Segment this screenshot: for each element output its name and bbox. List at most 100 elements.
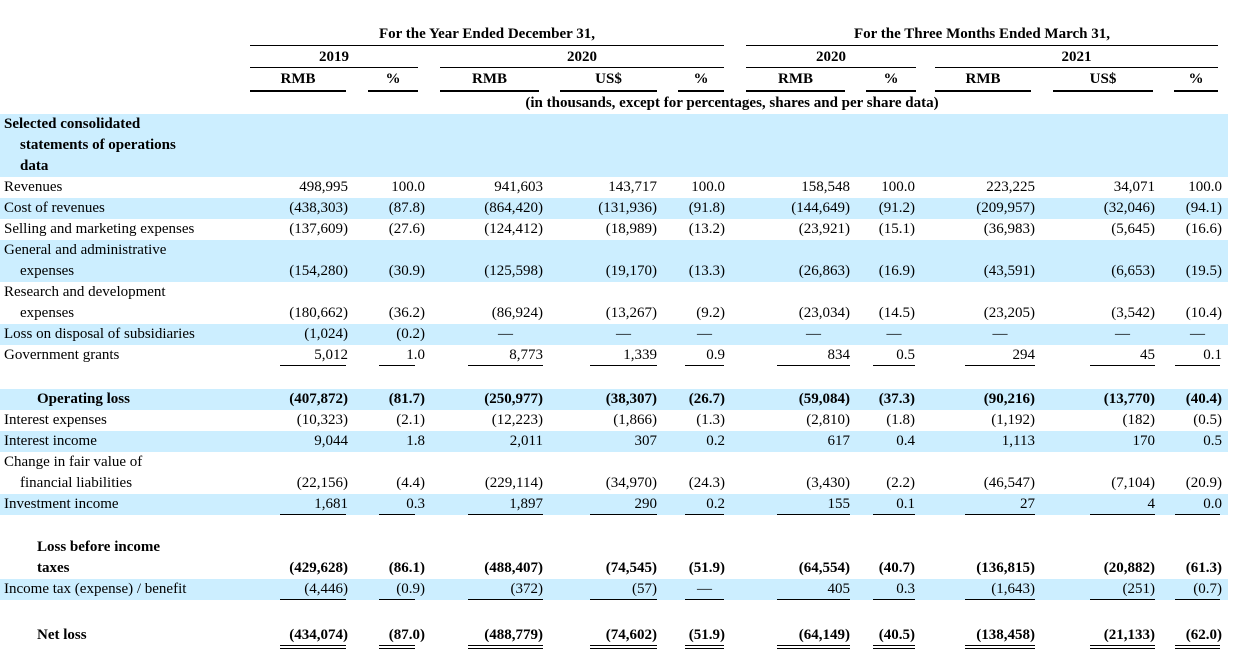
row-label: Interest expenses <box>4 412 107 428</box>
underline <box>685 514 724 515</box>
header-rule <box>440 67 724 68</box>
underline <box>590 514 657 515</box>
table-cell: (251) <box>1122 581 1156 597</box>
table-cell: 1,113 <box>1001 433 1035 449</box>
table-cell: (2.1) <box>396 412 425 428</box>
underline <box>777 599 850 600</box>
table-cell: 100.0 <box>881 179 915 195</box>
column-header-rule <box>935 90 1031 92</box>
year-header: 2020 <box>567 49 597 65</box>
table-cell: (144,649) <box>791 200 850 216</box>
header-rule <box>746 67 916 68</box>
year-header: 2020 <box>816 49 846 65</box>
table-cell: — <box>806 326 821 342</box>
year-group-header: For the Year Ended December 31, <box>378 26 596 42</box>
table-cell: 0.3 <box>406 496 425 512</box>
table-cell: (124,412) <box>484 221 543 237</box>
table-cell: (91.8) <box>688 200 725 216</box>
table-cell: (15.1) <box>878 221 915 237</box>
table-cell: 0.2 <box>706 496 725 512</box>
row-label: Operating loss <box>37 391 130 407</box>
table-cell: (94.1) <box>1185 200 1222 216</box>
table-cell: (13,770) <box>1103 391 1155 407</box>
table-cell: 34,071 <box>1113 179 1155 195</box>
column-header-rule <box>440 90 539 92</box>
table-cell: (1,192) <box>991 412 1035 428</box>
table-cell: (32,046) <box>1103 200 1155 216</box>
double-underline <box>1175 645 1220 649</box>
table-cell: (372) <box>510 581 544 597</box>
table-cell: 0.4 <box>896 433 915 449</box>
double-underline <box>965 645 1035 649</box>
table-cell: 158,548 <box>801 179 850 195</box>
table-cell: — <box>886 326 902 342</box>
table-cell: 0.0 <box>1203 496 1222 512</box>
table-cell: (182) <box>1122 412 1156 428</box>
quarter-group-header: For the Three Months Ended March 31, <box>854 26 1110 42</box>
table-cell: (64,554) <box>798 560 850 576</box>
column-header: US$ <box>595 71 622 87</box>
row-band <box>0 494 1228 515</box>
table-cell: 223,225 <box>986 179 1035 195</box>
table-cell: (0.7) <box>1193 581 1222 597</box>
column-header-rule <box>560 90 657 92</box>
table-cell: 100.0 <box>391 179 425 195</box>
underline <box>1090 365 1155 366</box>
underline <box>379 599 415 600</box>
table-cell: (864,420) <box>484 200 543 216</box>
table-cell: (9.2) <box>696 305 725 321</box>
table-cell: (43,591) <box>983 263 1035 279</box>
double-underline <box>280 645 346 649</box>
double-underline <box>873 645 915 649</box>
underline <box>873 365 915 366</box>
table-cell: 100.0 <box>1188 179 1222 195</box>
column-header: RMB <box>965 71 1001 87</box>
column-header-rule <box>746 90 845 92</box>
table-cell: (36,983) <box>983 221 1035 237</box>
table-cell: 0.3 <box>896 581 915 597</box>
table-cell: (21,133) <box>1103 627 1155 643</box>
row-label: Research and development <box>4 284 166 300</box>
column-header: % <box>693 71 709 87</box>
column-header-rule <box>1053 90 1153 92</box>
table-cell: — <box>697 581 712 597</box>
table-cell: (438,303) <box>289 200 348 216</box>
double-underline <box>777 645 850 649</box>
table-cell: 1,681 <box>314 496 348 512</box>
table-cell: (46,547) <box>983 475 1035 491</box>
table-cell: 0.2 <box>706 433 725 449</box>
row-band <box>0 324 1228 345</box>
table-cell: (13.2) <box>688 221 725 237</box>
table-cell: (91.2) <box>878 200 915 216</box>
table-cell: (26,863) <box>798 263 850 279</box>
table-cell: (74,545) <box>605 560 657 576</box>
table-cell: 0.9 <box>706 347 725 363</box>
table-cell: (10.4) <box>1185 305 1222 321</box>
table-cell: — <box>1190 326 1205 342</box>
row-band <box>0 579 1228 600</box>
table-cell: (13,267) <box>605 305 657 321</box>
row-label: expenses <box>20 263 75 279</box>
table-cell: (10,323) <box>296 412 348 428</box>
table-cell: (3,430) <box>806 475 850 491</box>
column-header: % <box>1188 71 1204 87</box>
table-cell: (229,114) <box>484 475 543 491</box>
table-cell: (19,170) <box>605 263 657 279</box>
row-band <box>0 198 1228 219</box>
table-cell: 290 <box>634 496 658 512</box>
table-cell: (23,921) <box>798 221 850 237</box>
section-title: statements of operations <box>20 137 176 153</box>
table-cell: 1.8 <box>406 433 425 449</box>
table-cell: (1.8) <box>886 412 915 428</box>
table-cell: (87.0) <box>388 627 425 643</box>
table-cell: (488,779) <box>484 627 543 643</box>
table-cell: 170 <box>1132 433 1156 449</box>
underline <box>1090 599 1155 600</box>
table-cell: (23,034) <box>798 305 850 321</box>
underline <box>777 514 850 515</box>
row-label: Investment income <box>4 496 119 512</box>
table-cell: — <box>1115 326 1130 342</box>
table-cell: (90,216) <box>983 391 1035 407</box>
table-cell: (2.2) <box>886 475 915 491</box>
underline <box>590 365 657 366</box>
